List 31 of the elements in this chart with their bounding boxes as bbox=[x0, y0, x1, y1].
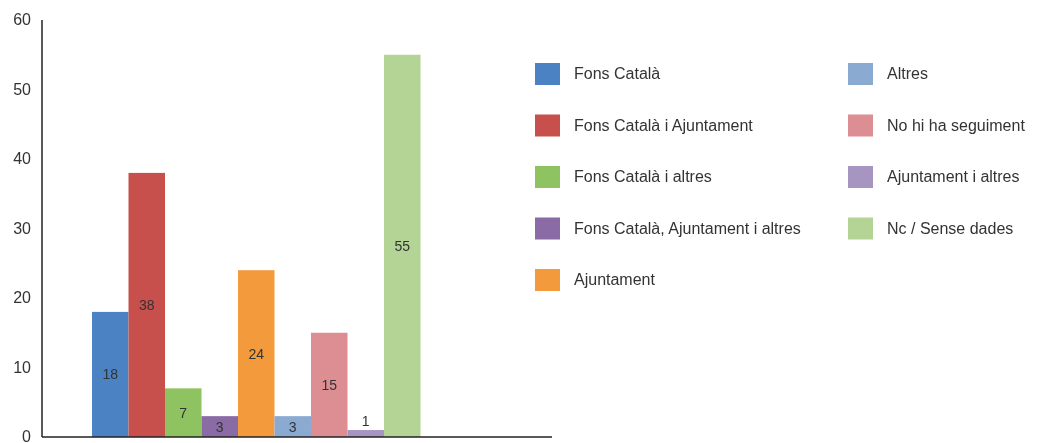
y-tick-label: 30 bbox=[13, 219, 32, 237]
data-label: 15 bbox=[321, 376, 338, 393]
legend-label: Fons Català bbox=[574, 65, 661, 82]
data-label: 7 bbox=[179, 404, 188, 421]
y-tick-label: 40 bbox=[13, 150, 32, 167]
legend-label: No hi ha seguiment bbox=[887, 116, 1026, 134]
legend-label: Fons Català, Ajuntament i altres bbox=[574, 219, 801, 237]
legend-label: Fons Català i altres bbox=[574, 168, 712, 185]
legend-label: Ajuntament bbox=[574, 271, 656, 288]
y-tick-label: 10 bbox=[13, 358, 32, 376]
bar bbox=[128, 172, 165, 437]
data-label: 55 bbox=[394, 237, 411, 254]
bar bbox=[311, 332, 348, 437]
y-tick-label: 0 bbox=[22, 428, 32, 443]
data-label: 3 bbox=[215, 418, 224, 435]
legend-label: Fons Català i Ajuntament bbox=[574, 116, 754, 134]
y-tick-label: 20 bbox=[13, 289, 32, 306]
bar bbox=[165, 388, 202, 437]
data-label: 18 bbox=[102, 366, 119, 383]
bar bbox=[92, 311, 129, 437]
legend-label: Altres bbox=[887, 65, 928, 82]
bar bbox=[238, 270, 275, 437]
y-tick-label: 60 bbox=[13, 11, 32, 28]
y-tick-label: 50 bbox=[13, 80, 32, 98]
data-label: 3 bbox=[288, 418, 297, 435]
data-label: 24 bbox=[248, 345, 265, 362]
bar bbox=[384, 54, 421, 437]
legend-label: Ajuntament i altres bbox=[887, 168, 1020, 185]
data-label: 38 bbox=[138, 296, 155, 313]
data-label: 1 bbox=[361, 413, 370, 430]
legend-label: Nc / Sense dades bbox=[887, 219, 1014, 237]
